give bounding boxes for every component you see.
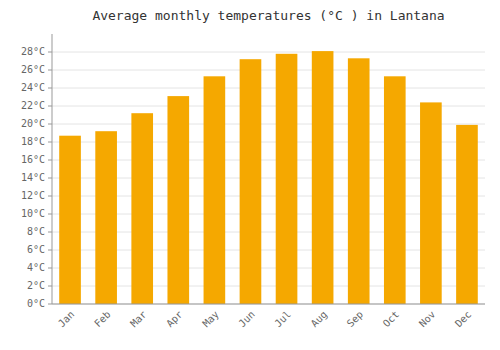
y-tick: [48, 196, 52, 197]
bar: [167, 96, 189, 304]
y-tick: [48, 88, 52, 89]
x-tick-label: May: [200, 309, 221, 330]
grid-line: [52, 52, 485, 53]
bar: [456, 125, 478, 304]
x-tick-label: Feb: [92, 309, 113, 330]
x-tick-label: Oct: [381, 309, 402, 330]
y-tick: [48, 160, 52, 161]
x-tick-label: Jan: [56, 309, 77, 330]
grid: [52, 52, 485, 304]
x-tick-label: Dec: [453, 309, 474, 330]
y-tick: [48, 232, 52, 233]
bar: [312, 51, 334, 304]
x-ticks: Jan Feb Mar Apr May Jun Jul Aug Sep Oct Nov Dec: [56, 309, 473, 330]
y-tick-label: 2°C: [27, 280, 45, 291]
x-tick-label: Sep: [345, 309, 366, 330]
bar: [276, 54, 298, 304]
y-tick-label: 0°C: [27, 298, 45, 309]
x-tick-label: Aug: [309, 309, 330, 330]
y-tick-label: 10°C: [21, 208, 45, 219]
bars: [59, 51, 478, 304]
chart: 0°C 2°C 4°C 6°C 8°C 10°C 12°C 14°C 16°C 18°C 20°C 2…: [0, 0, 500, 350]
grid-line: [52, 70, 485, 71]
x-tick-label: Apr: [164, 309, 185, 330]
y-tick: [48, 286, 52, 287]
y-tick-label: 4°C: [27, 262, 45, 273]
grid-line: [52, 304, 485, 305]
y-tick: [48, 70, 52, 71]
y-tick-label: 26°C: [21, 64, 45, 75]
y-tick-label: 14°C: [21, 172, 45, 183]
title: Average monthly temperatures (°C ) in La…: [92, 8, 444, 23]
y-ticks: 0°C 2°C 4°C 6°C 8°C 10°C 12°C 14°C 16°C 18°C 20°C 2…: [21, 46, 52, 309]
bar: [131, 113, 153, 304]
y-tick: [48, 304, 52, 305]
y-tick-label: 16°C: [21, 154, 45, 165]
y-tick: [48, 250, 52, 251]
bar: [240, 59, 262, 304]
y-tick-label: 28°C: [21, 46, 45, 57]
chart-container: 0°C 2°C 4°C 6°C 8°C 10°C 12°C 14°C 16°C 18°C 20°C 2…: [0, 0, 500, 350]
y-tick-label: 12°C: [21, 190, 45, 201]
bar: [59, 136, 81, 304]
y-tick: [48, 52, 52, 53]
x-tick-label: Mar: [128, 309, 149, 330]
bar: [95, 131, 117, 304]
grid-line: [52, 88, 485, 89]
y-tick-label: 24°C: [21, 82, 45, 93]
y-tick: [48, 106, 52, 107]
y-tick-label: 18°C: [21, 136, 45, 147]
y-tick: [48, 268, 52, 269]
bar: [348, 58, 370, 304]
y-tick: [48, 142, 52, 143]
x-axis: [52, 304, 485, 305]
y-tick-label: 22°C: [21, 100, 45, 111]
y-tick-label: 8°C: [27, 226, 45, 237]
x-tick-label: Nov: [417, 309, 438, 330]
y-tick: [48, 214, 52, 215]
y-tick-label: 6°C: [27, 244, 45, 255]
y-tick: [48, 178, 52, 179]
bar: [420, 102, 442, 304]
x-tick-label: Jul: [272, 309, 293, 330]
y-axis: [52, 34, 53, 304]
bar: [384, 76, 406, 304]
y-tick: [48, 124, 52, 125]
x-tick-label: Jun: [236, 309, 257, 330]
y-tick-label: 20°C: [21, 118, 45, 129]
bar: [204, 76, 226, 304]
